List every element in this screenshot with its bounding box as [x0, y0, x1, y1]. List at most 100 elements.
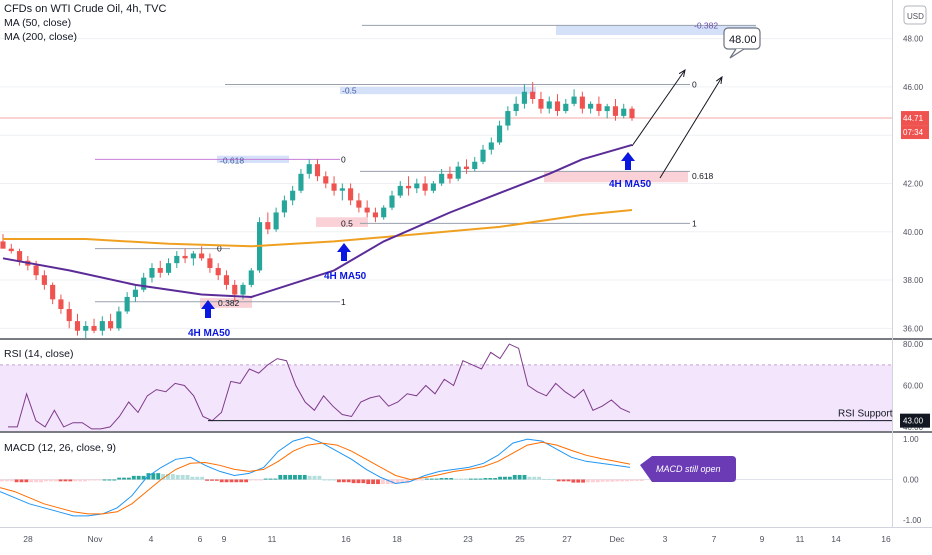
candle-body: [612, 106, 619, 116]
macd-line: [0, 436, 631, 517]
candle-body: [604, 106, 610, 112]
chart-title: CFDs on WTI Crude Oil, 4h, TVC: [4, 3, 167, 15]
fib-label: -0.382: [694, 20, 718, 30]
candle-body: [405, 185, 412, 189]
rsi-support-tag: [900, 413, 930, 428]
macd-histogram-bar: [376, 479, 380, 485]
macd-histogram-bar: [24, 479, 29, 483]
macd-histogram-bar: [249, 479, 253, 481]
macd-histogram-bar: [29, 479, 34, 483]
macd-histogram-bar: [43, 479, 48, 482]
candle-body: [116, 311, 122, 329]
macd-histogram-bar: [351, 479, 356, 484]
projection-arrow: [631, 69, 686, 147]
fib-label: 0: [217, 244, 222, 254]
ma50-text-label: 4H MA50: [188, 328, 231, 339]
macd-histogram-bar: [170, 474, 175, 480]
macd-histogram-bar: [102, 479, 107, 481]
rsi-support-label: RSI Support: [838, 409, 893, 420]
macd-histogram-bar: [420, 479, 424, 481]
macd-histogram-bar: [92, 479, 97, 481]
candle-body: [273, 212, 279, 230]
rsi-legend: RSI (14, close): [4, 347, 73, 361]
macd-histogram-bar: [317, 475, 322, 480]
macd-legend-label[interactable]: MACD (12, 26, close, 9): [4, 442, 117, 454]
time-tick-label: 9: [760, 534, 765, 544]
candle-body: [215, 267, 221, 276]
time-tick-label: Nov: [87, 534, 103, 544]
macd-histogram-bar: [190, 476, 195, 480]
ma50-up-arrow: [337, 243, 351, 261]
fib-label: 1: [692, 218, 697, 228]
macd-histogram-bar: [527, 476, 532, 480]
macd-histogram-bar: [522, 474, 527, 480]
ma50-line: [2, 143, 633, 298]
macd-histogram-bar: [566, 479, 571, 482]
macd-histogram-bar: [39, 479, 43, 483]
time-tick-label: 14: [831, 534, 841, 544]
rsi-band: [0, 364, 892, 431]
time-tick-label: 11: [796, 534, 805, 544]
candle-body: [290, 190, 296, 201]
macd-histogram-bar: [234, 479, 239, 483]
macd-histogram-bar: [537, 476, 542, 480]
macd-histogram-bar: [180, 474, 185, 480]
macd-histogram-bar: [327, 479, 332, 481]
macd-badge-label: MACD still open: [656, 464, 721, 474]
macd-histogram-bar: [48, 479, 53, 482]
candle-body: [298, 173, 304, 191]
macd-histogram-bar: [444, 478, 449, 480]
candle-body: [323, 176, 329, 184]
candle-body: [439, 173, 445, 184]
candle-body: [281, 200, 287, 213]
macd-histogram-bar: [581, 479, 586, 483]
ma50-legend-label[interactable]: MA (50, close): [4, 17, 72, 29]
time-tick-label: 11: [268, 534, 277, 544]
price-tick-label: 36.00: [903, 324, 924, 333]
macd-histogram-bar: [78, 479, 83, 482]
candle-body: [0, 241, 6, 249]
macd-histogram-bar: [590, 479, 595, 483]
candle-body: [447, 173, 453, 179]
macd-histogram-bar: [415, 479, 419, 481]
macd-histogram-bar: [239, 479, 244, 483]
macd-histogram-bar: [53, 479, 58, 482]
macd-histogram-bar: [630, 479, 634, 481]
macd-histogram-bar: [600, 479, 605, 482]
time-tick-label: 16: [341, 534, 351, 544]
candle-body: [488, 142, 494, 150]
candle-body: [157, 267, 163, 273]
fib-box-blue: [556, 25, 756, 36]
time-tick-label: 25: [515, 534, 525, 544]
macd-histogram-bar: [459, 478, 463, 480]
candle-body: [571, 96, 577, 104]
macd-histogram-bar: [576, 479, 581, 483]
candle-body: [505, 111, 511, 126]
macd-histogram-bar: [205, 479, 209, 481]
macd-histogram-bar: [97, 479, 102, 481]
macd-histogram-bar: [434, 478, 439, 480]
candle-body: [372, 212, 378, 218]
macd-histogram-bar: [454, 478, 459, 480]
macd-histogram-bar: [297, 474, 302, 480]
candle-body: [149, 267, 155, 278]
ma50-text-label: 4H MA50: [324, 271, 367, 282]
macd-tick-label: -1.00: [903, 516, 922, 525]
candle-body: [50, 284, 56, 300]
macd-histogram-bar: [595, 479, 600, 483]
rsi-support-tag-label: 43.00: [903, 417, 924, 426]
macd-histogram-bar: [73, 479, 78, 482]
macd-histogram-bar: [68, 479, 73, 482]
candle-body: [563, 103, 569, 112]
macd-histogram-bar: [126, 477, 131, 480]
macd-histogram-bar: [610, 479, 615, 482]
macd-histogram-bar: [605, 479, 610, 482]
rsi-legend-label[interactable]: RSI (14, close): [4, 348, 74, 360]
fib-label: -0.618: [220, 156, 244, 166]
macd-histogram-bar: [380, 479, 385, 485]
candle-body: [165, 263, 172, 273]
time-tick-label: 18: [392, 534, 402, 544]
macd-histogram-bar: [288, 474, 293, 480]
candle-body: [182, 255, 188, 259]
ma200-legend-label[interactable]: MA (200, close): [4, 31, 77, 43]
